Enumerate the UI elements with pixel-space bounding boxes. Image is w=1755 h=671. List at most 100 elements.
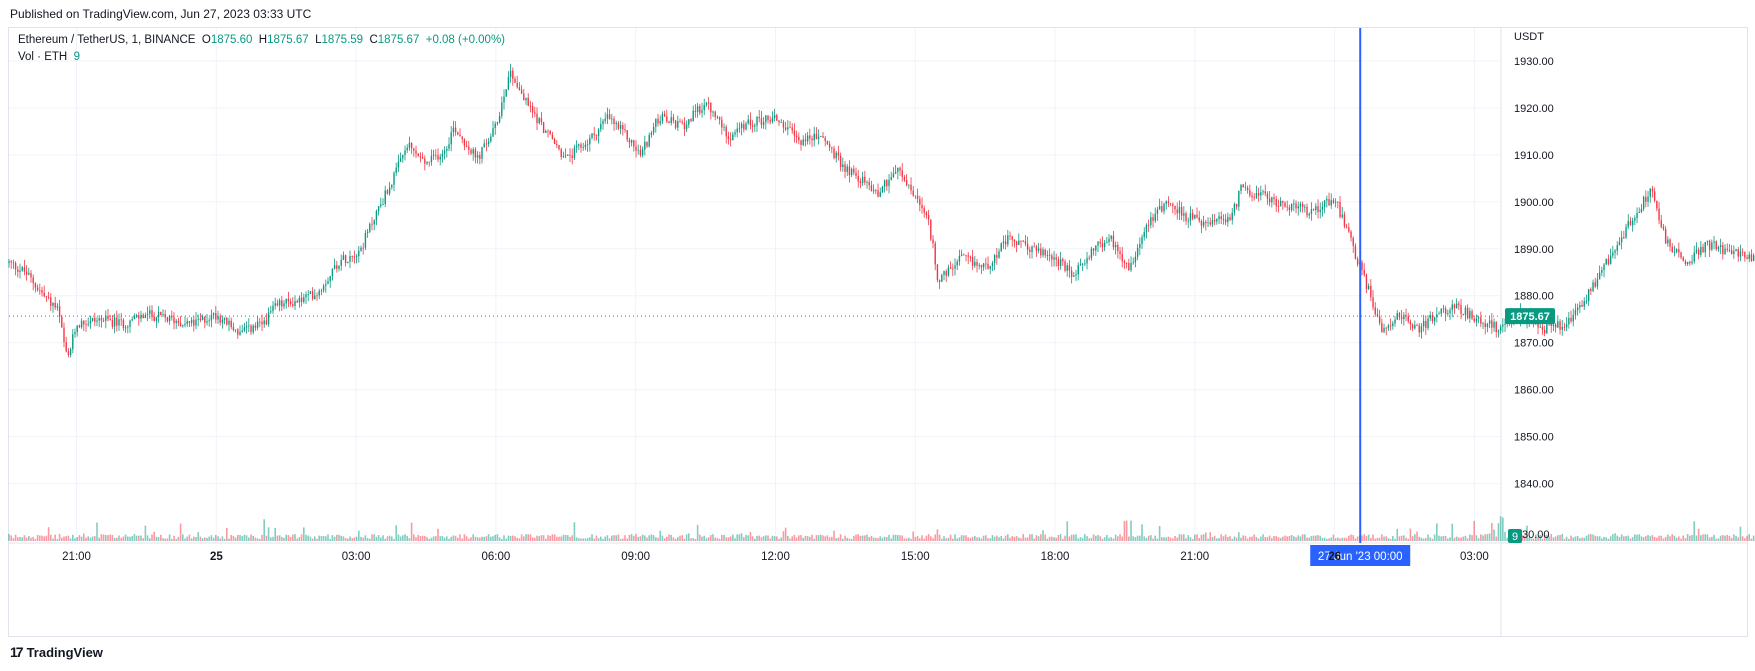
- volume-bar: [1356, 536, 1359, 541]
- candle-body: [749, 119, 752, 126]
- candle-body: [446, 148, 448, 151]
- volume-bar: [879, 536, 882, 541]
- volume-bar: [1031, 534, 1033, 541]
- candle-body: [87, 323, 89, 325]
- candle-body: [369, 223, 371, 232]
- candle-body: [947, 267, 950, 276]
- volume-bar: [391, 536, 393, 541]
- volume-bar: [771, 535, 774, 541]
- volume-bar: [432, 536, 435, 541]
- volume-bar: [1141, 524, 1143, 541]
- candle-body: [472, 149, 474, 154]
- symbol-label[interactable]: Ethereum / TetherUS, 1, BINANCE: [18, 34, 196, 46]
- tradingview-logo[interactable]: 17 TradingView: [10, 644, 103, 660]
- volume-bar: [1651, 535, 1654, 541]
- volume-bar: [1152, 538, 1154, 541]
- volume-bar: [602, 538, 604, 541]
- candle-body: [622, 125, 624, 130]
- volume-bar: [1086, 536, 1088, 541]
- candle-body: [666, 116, 668, 122]
- candle-body: [430, 155, 433, 163]
- candle-body: [844, 164, 846, 172]
- candle-body: [1196, 214, 1198, 218]
- volume-bar: [10, 535, 13, 541]
- volume-bar: [1062, 538, 1064, 541]
- candle-body: [1042, 249, 1044, 256]
- volume-bar: [380, 537, 382, 541]
- volume-bar: [813, 538, 816, 541]
- volume-bar: [1442, 536, 1445, 541]
- y-tick-label: 1860.00: [1514, 385, 1554, 397]
- candle-body: [1447, 313, 1449, 315]
- volume-bar: [839, 534, 842, 541]
- candle-body: [91, 317, 94, 321]
- candle-body: [1130, 262, 1132, 271]
- volume-bar: [377, 534, 380, 541]
- candle-body: [78, 325, 81, 328]
- volume-bar: [1112, 538, 1115, 541]
- candle-body: [1680, 252, 1682, 258]
- candle-body: [639, 149, 642, 156]
- volume-bar: [127, 536, 129, 541]
- volume-bar: [613, 535, 615, 541]
- volume-bar: [1713, 534, 1715, 541]
- crosshair-time-badge: [1310, 545, 1411, 566]
- volume-label[interactable]: Vol · ETH: [18, 51, 68, 63]
- volume-bar: [1579, 538, 1581, 541]
- volume-bar: [344, 537, 347, 541]
- volume-bar: [276, 535, 279, 541]
- volume-bar: [1741, 536, 1744, 541]
- volume-bar: [1161, 537, 1163, 541]
- volume-bar: [1524, 535, 1526, 541]
- candle-body: [558, 145, 560, 150]
- candle-body: [1581, 304, 1583, 307]
- candle-body: [1246, 187, 1249, 191]
- candle-body: [1433, 317, 1436, 322]
- volume-bar: [439, 536, 442, 541]
- candle-body: [771, 117, 774, 122]
- candle-body: [322, 285, 325, 291]
- volume-bar: [1559, 534, 1561, 541]
- candle-body: [1271, 197, 1273, 203]
- volume-bar: [228, 538, 230, 541]
- candle-body: [672, 117, 675, 121]
- volume-bar: [710, 535, 712, 541]
- volume-bar: [265, 535, 268, 541]
- volume-bar: [468, 538, 470, 541]
- candle-body: [1315, 206, 1317, 211]
- volume-bar: [1484, 534, 1487, 541]
- candle-body: [1088, 257, 1090, 259]
- candle-body: [1187, 220, 1189, 222]
- candle-body: [1601, 270, 1603, 273]
- volume-bar: [1156, 538, 1159, 541]
- candle-body: [1618, 242, 1621, 246]
- volume-bar: [806, 536, 809, 541]
- volume-bar: [1656, 537, 1658, 541]
- candle-body: [294, 301, 296, 306]
- candle-body: [406, 147, 408, 151]
- volume-bar: [743, 537, 745, 541]
- volume-bar: [424, 535, 426, 541]
- volume-bar: [1616, 535, 1619, 541]
- chart-frame[interactable]: [8, 27, 1748, 637]
- candle-body: [474, 149, 477, 158]
- candle-body: [1062, 259, 1064, 262]
- candle-body: [1209, 222, 1211, 225]
- candle-body: [518, 87, 521, 90]
- candle-body: [1697, 249, 1700, 255]
- volume-bar: [309, 536, 312, 541]
- volume-bar: [1275, 536, 1278, 541]
- candle-body: [923, 208, 925, 213]
- candle-body: [1260, 192, 1262, 196]
- y-tick-label: 1840.00: [1514, 479, 1554, 491]
- candle-body: [703, 104, 705, 111]
- candle-body: [1086, 257, 1088, 264]
- volume-bar: [1240, 537, 1242, 541]
- volume-bar: [888, 534, 890, 541]
- volume-bar: [679, 535, 681, 541]
- volume-bar: [1629, 538, 1632, 541]
- volume-bar: [1506, 537, 1509, 541]
- volume-bar: [47, 527, 50, 541]
- volume-bar: [1110, 537, 1113, 541]
